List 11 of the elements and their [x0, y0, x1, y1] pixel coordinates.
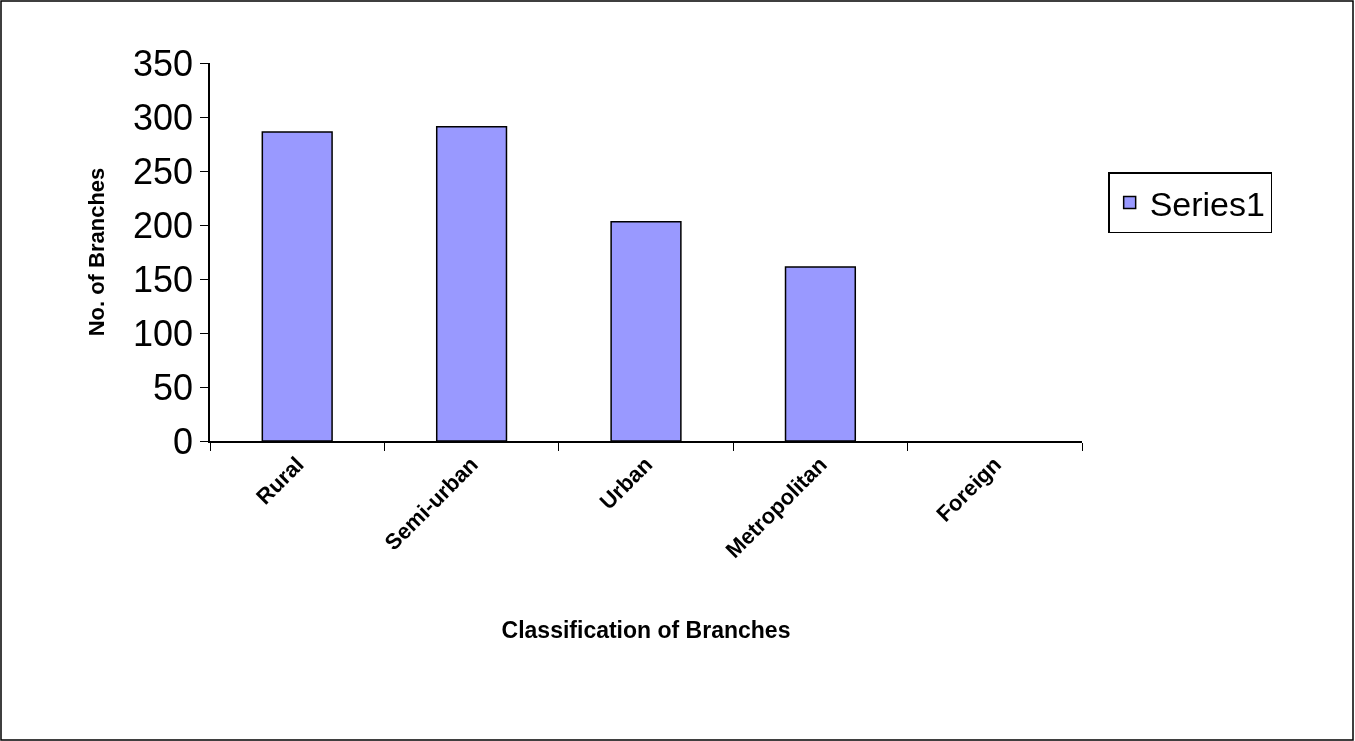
y-tick-label: 350: [132, 42, 194, 84]
y-tick-label: 250: [132, 150, 194, 192]
y-tick-label: 150: [132, 258, 194, 300]
y-tick-label: 300: [132, 96, 194, 138]
legend-label: Series1: [1149, 184, 1265, 223]
y-tick-label: 100: [132, 312, 194, 354]
y-tick-label: 50: [153, 366, 194, 408]
x-axis-title: Classification of Branches: [501, 616, 791, 643]
y-tick-label: 200: [132, 204, 194, 246]
y-axis-title: No. of Branches: [84, 167, 110, 337]
y-tick-label: 0: [173, 420, 194, 462]
